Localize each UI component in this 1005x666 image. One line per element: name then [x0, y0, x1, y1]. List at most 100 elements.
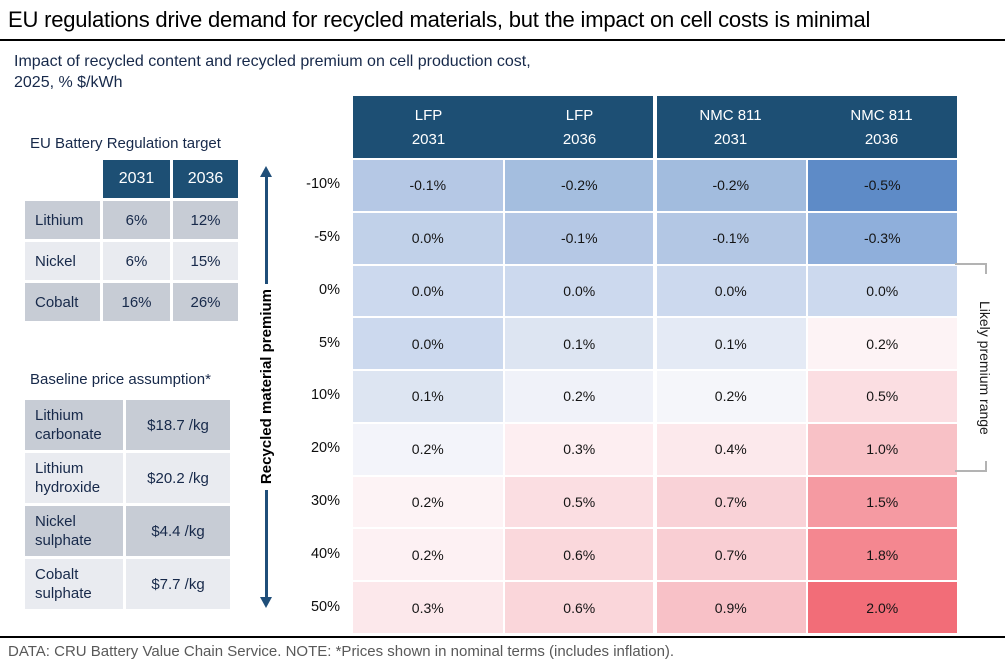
bracket-bottom-corner	[955, 461, 987, 472]
heatmap-cell: 0.7%	[656, 529, 806, 581]
heatmap-row-label: 20%	[310, 440, 340, 457]
heatmap-cell: 1.0%	[807, 423, 957, 475]
heatmap-cell: 0.2%	[353, 529, 503, 581]
baseline-value: $7.7 /kg	[126, 559, 230, 609]
heatmap-cell: 0.2%	[353, 423, 503, 475]
heatmap-row-label: 10%	[310, 387, 340, 404]
heatmap-cell: 0.2%	[504, 371, 654, 422]
heatmap-cell: -0.1%	[504, 212, 654, 264]
axis-line-top	[264, 177, 268, 285]
regulation-value: 16%	[103, 283, 170, 321]
heatmap-cell: -0.3%	[807, 212, 957, 264]
regulation-value: 6%	[103, 201, 170, 239]
footer-source-note: DATA: CRU Battery Value Chain Service. N…	[8, 643, 675, 660]
col-header-chemistry: LFP	[414, 106, 443, 124]
chart-subtitle-line2: 2025, % $/kWh	[14, 74, 123, 91]
chart-subtitle-line1: Impact of recycled content and recycled …	[14, 53, 531, 70]
regulation-value: 15%	[173, 242, 238, 280]
arrow-down-icon	[260, 597, 272, 608]
heatmap-cell: 0.7%	[656, 476, 806, 528]
heatmap-row-label: -10%	[306, 176, 340, 193]
col-header-year: 2036	[562, 130, 597, 148]
heatmap-row-label: 30%	[310, 493, 340, 510]
heatmap-cell: 0.2%	[656, 371, 806, 422]
chemistry-group-divider	[653, 96, 657, 633]
heatmap-cell: 0.3%	[504, 423, 654, 475]
arrow-up-icon	[260, 166, 272, 177]
regulation-row-label: Cobalt	[25, 283, 100, 321]
heatmap-cell: 0.1%	[656, 318, 806, 370]
heatmap-row-label: 0%	[319, 281, 340, 298]
heatmap-cell: 0.2%	[353, 476, 503, 528]
baseline-row-label: Nickel sulphate	[25, 506, 123, 556]
footer-divider	[0, 636, 1005, 638]
bracket-label: Likely premium range	[977, 300, 993, 435]
title-divider	[0, 39, 1005, 41]
heatmap-cell: -0.1%	[656, 212, 806, 264]
col-header-year: 2036	[864, 130, 899, 148]
heatmap-cell: 0.9%	[656, 582, 806, 633]
bracket-top-corner	[955, 263, 987, 274]
baseline-value: $18.7 /kg	[126, 400, 230, 450]
baseline-table: Lithium carbonate $18.7 /kg Lithium hydr…	[25, 400, 230, 609]
heatmap-cell: 0.0%	[807, 265, 957, 317]
heatmap-cell: 0.0%	[353, 212, 503, 264]
heatmap-cell: 0.6%	[504, 582, 654, 633]
col-header-year: 2031	[713, 130, 748, 148]
regulation-col-header: 2036	[173, 160, 238, 198]
regulation-col-header: 2031	[103, 160, 170, 198]
y-axis-label: Recycled material premium	[257, 289, 275, 485]
chart-subtitle: Impact of recycled content and recycled …	[14, 51, 531, 93]
regulation-table: 2031 2036 Lithium 6% 12% Nickel 6% 15% C…	[25, 160, 238, 321]
heatmap-col-header: LFP 2031	[353, 96, 504, 158]
baseline-row-label: Lithium hydroxide	[25, 453, 123, 503]
heatmap-cell: 0.0%	[504, 265, 654, 317]
heatmap-cell: -0.5%	[807, 160, 957, 211]
baseline-value: $20.2 /kg	[126, 453, 230, 503]
y-axis: Recycled material premium	[252, 166, 280, 608]
heatmap: LFP 2031 LFP 2036 NMC 811 2031 NMC 811 2…	[353, 96, 957, 633]
heatmap-cell: -0.2%	[656, 160, 806, 211]
heatmap-cell: 0.4%	[656, 423, 806, 475]
heatmap-col-header: NMC 811 2036	[806, 96, 957, 158]
heatmap-row-labels: -10% -5% 0% 5% 10% 20% 30% 40% 50%	[283, 158, 340, 633]
heatmap-cell: 0.5%	[807, 371, 957, 422]
heatmap-cell: 0.0%	[353, 265, 503, 317]
heatmap-cell: 0.6%	[504, 529, 654, 581]
regulation-table-corner	[25, 160, 100, 198]
heatmap-cell: 0.0%	[656, 265, 806, 317]
regulation-table-title: EU Battery Regulation target	[30, 135, 221, 152]
col-header-year: 2031	[411, 130, 446, 148]
regulation-value: 12%	[173, 201, 238, 239]
heatmap-cell: 0.1%	[504, 318, 654, 370]
heatmap-cell: -0.2%	[504, 160, 654, 211]
heatmap-cell: -0.1%	[353, 160, 503, 211]
heatmap-col-header: NMC 811 2031	[655, 96, 806, 158]
heatmap-body: -0.1% -0.2% -0.2% -0.5% 0.0% -0.1% -0.1% -0.3% 0…	[353, 160, 957, 633]
heatmap-row-label: 50%	[310, 598, 340, 615]
heatmap-row-label: 40%	[310, 545, 340, 562]
heatmap-cell: 0.5%	[504, 476, 654, 528]
heatmap-cell: 0.0%	[353, 318, 503, 370]
axis-line-bottom	[264, 489, 268, 597]
heatmap-cell: 1.5%	[807, 476, 957, 528]
baseline-row-label: Cobalt sulphate	[25, 559, 123, 609]
heatmap-row-label: 5%	[319, 334, 340, 351]
heatmap-row-label: -5%	[314, 229, 340, 246]
col-header-chemistry: NMC 811	[699, 106, 762, 124]
regulation-row-label: Nickel	[25, 242, 100, 280]
heatmap-cell: 0.2%	[807, 318, 957, 370]
col-header-chemistry: LFP	[565, 106, 594, 124]
baseline-table-title: Baseline price assumption*	[30, 371, 211, 388]
col-header-chemistry: NMC 811	[850, 106, 913, 124]
regulation-value: 26%	[173, 283, 238, 321]
heatmap-cell: 2.0%	[807, 582, 957, 633]
heatmap-col-header: LFP 2036	[504, 96, 655, 158]
regulation-value: 6%	[103, 242, 170, 280]
heatmap-cell: 1.8%	[807, 529, 957, 581]
heatmap-cell: 0.1%	[353, 371, 503, 422]
regulation-row-label: Lithium	[25, 201, 100, 239]
heatmap-cell: 0.3%	[353, 582, 503, 633]
baseline-row-label: Lithium carbonate	[25, 400, 123, 450]
